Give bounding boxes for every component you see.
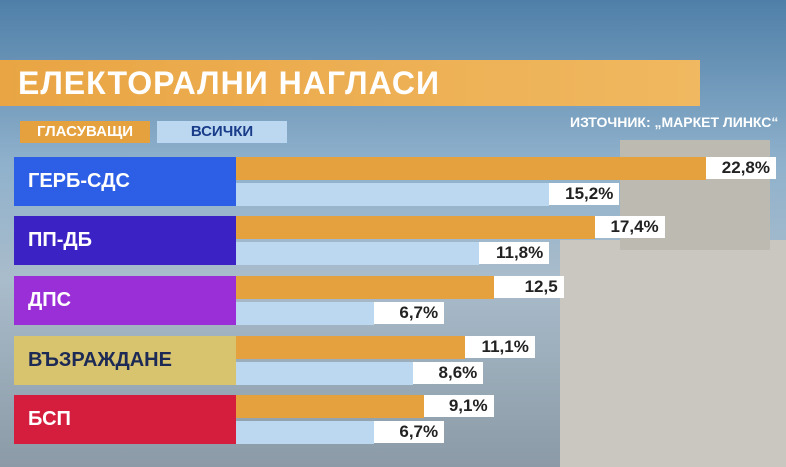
bar	[236, 336, 465, 359]
legend-entry: ГЛАСУВАЩИ	[20, 121, 150, 143]
legend-entry: ВСИЧКИ	[157, 121, 287, 143]
value-label: 11,8%	[479, 242, 550, 264]
category-label: ВЪЗРАЖДАНЕ	[14, 336, 236, 385]
category-label: БСП	[14, 395, 236, 444]
bar	[236, 362, 414, 385]
bar	[236, 302, 375, 325]
bar	[236, 395, 424, 418]
value-label: 11,1%	[464, 336, 535, 358]
value-label: 22,8%	[706, 157, 776, 179]
value-label: 8,6%	[413, 362, 484, 384]
value-label: 15,2%	[549, 183, 620, 205]
value-label: 12,5	[493, 276, 564, 298]
chart-title: ЕЛЕКТОРАЛНИ НАГЛАСИ	[18, 65, 441, 101]
category-label: ДПС	[14, 276, 236, 325]
value-label: 17,4%	[594, 216, 665, 238]
bar	[236, 157, 706, 180]
title-bar	[0, 60, 700, 106]
value-label: 6,7%	[374, 302, 445, 324]
bar	[236, 216, 595, 239]
value-label: 6,7%	[374, 421, 445, 443]
category-label: ПП-ДБ	[14, 216, 236, 265]
bar	[236, 242, 480, 265]
bar	[236, 276, 494, 299]
value-label: 9,1%	[423, 395, 494, 417]
category-label: ГЕРБ-СДС	[14, 157, 236, 206]
background-building	[560, 240, 786, 467]
source: ИЗТОЧНИК: „МАРКЕТ ЛИНКС“	[570, 114, 779, 130]
bar	[236, 421, 375, 444]
bar	[236, 183, 550, 206]
